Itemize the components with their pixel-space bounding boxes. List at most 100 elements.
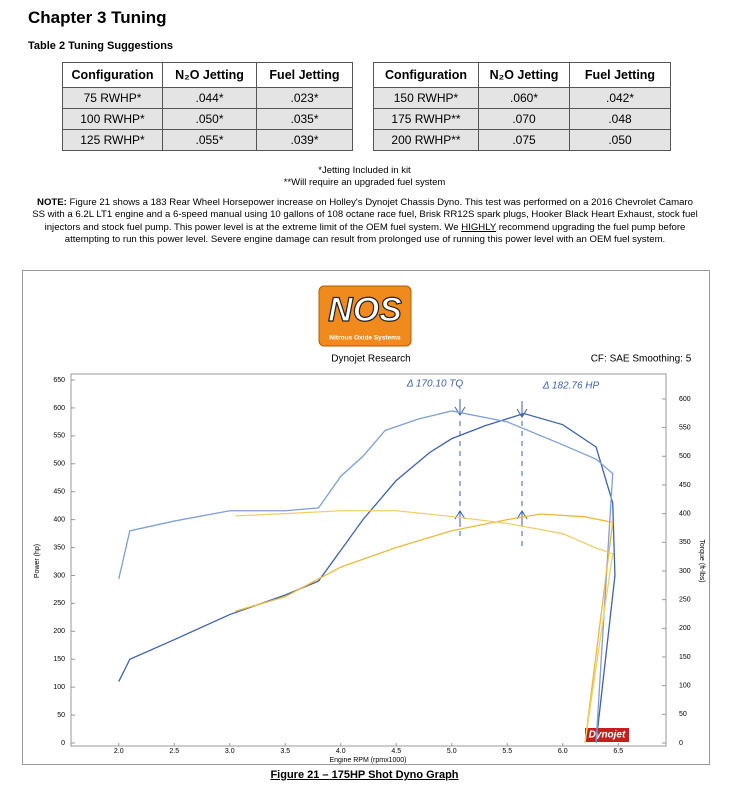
annotation: Δ 182.76 HP bbox=[542, 381, 600, 392]
y-tick-label: 150 bbox=[53, 656, 65, 663]
gap bbox=[352, 129, 374, 151]
y-tick-label: 300 bbox=[53, 572, 65, 579]
logo-subtext: Nitrous Oxide Systems bbox=[329, 335, 401, 342]
x-tick-label: 4.5 bbox=[391, 748, 401, 755]
cell: 125 RWHP* bbox=[62, 129, 163, 151]
chart-subtitle: CF: SAE Smoothing: 5 bbox=[591, 354, 692, 365]
x-tick-label: 5.0 bbox=[447, 748, 457, 755]
series-line bbox=[235, 513, 614, 744]
x-axis-title: Engine RPM (rpmx1000) bbox=[329, 757, 406, 764]
y-tick-label: 550 bbox=[53, 433, 65, 440]
y2-tick-label: 250 bbox=[679, 596, 691, 603]
cell: 200 RWHP** bbox=[373, 129, 479, 151]
y2-tick-label: 150 bbox=[679, 654, 691, 661]
y2-tick-label: 0 bbox=[679, 740, 683, 747]
cell: .035* bbox=[256, 108, 353, 130]
annotation-marks bbox=[459, 421, 523, 549]
cell: .070 bbox=[478, 108, 570, 130]
y-tick-label: 250 bbox=[53, 600, 65, 607]
y-tick-label: 450 bbox=[53, 489, 65, 496]
y2-tick-label: 400 bbox=[679, 510, 691, 517]
cell: .044* bbox=[162, 87, 257, 109]
note-label: NOTE: bbox=[37, 197, 67, 208]
table-row: 75 RWHP* .044* .023* 150 RWHP* .060* .042* bbox=[62, 87, 671, 109]
header-cell: Configuration bbox=[373, 62, 479, 88]
y2-tick-label: 350 bbox=[679, 539, 691, 546]
arrow bbox=[516, 510, 528, 527]
note: NOTE: Figure 21 shows a 183 Rear Wheel H… bbox=[30, 197, 700, 247]
cell: .042* bbox=[569, 87, 671, 109]
header-cell: N₂O Jetting bbox=[162, 62, 257, 88]
annotation: Δ 170.10 TQ bbox=[406, 379, 464, 390]
table-row: Configuration N₂O Jetting Fuel Jetting Conf… bbox=[62, 62, 671, 88]
cell: .050* bbox=[162, 108, 257, 130]
table-row: 100 RWHP* .050* .035* 175 RWHP** .070.048 bbox=[62, 108, 671, 130]
header-cell: Fuel Jetting bbox=[256, 62, 353, 88]
y2-tick-label: 200 bbox=[679, 625, 691, 632]
tuning-table: Configuration N₂O Jetting Fuel Jetting Conf… bbox=[62, 62, 671, 151]
y-tick-label: 400 bbox=[53, 516, 65, 523]
y-tick-label: 350 bbox=[53, 544, 65, 551]
cell: 75 RWHP* bbox=[62, 87, 163, 109]
cell: .039* bbox=[256, 129, 353, 151]
y-axis-title: Power (hp) bbox=[34, 544, 41, 578]
y-tick-label: 50 bbox=[57, 712, 65, 719]
logo bbox=[318, 285, 412, 347]
table-row: 125 RWHP* .055* .039* 200 RWHP** .075.050 bbox=[62, 129, 671, 151]
cell: .050 bbox=[569, 129, 671, 151]
cell: .055* bbox=[162, 129, 257, 151]
gap bbox=[352, 87, 374, 109]
x-tick-label: 3.5 bbox=[280, 748, 290, 755]
y2-tick-label: 550 bbox=[679, 424, 691, 431]
cell: 150 RWHP* bbox=[373, 87, 479, 109]
y2-tick-label: 500 bbox=[679, 453, 691, 460]
y-tick-label: 200 bbox=[53, 628, 65, 635]
note-text: Figure 21 shows a 183 Rear Wheel Horsepo… bbox=[32, 197, 698, 233]
note-emphasis: HIGHLY bbox=[461, 221, 497, 233]
y-tick-label: 100 bbox=[53, 684, 65, 691]
x-tick-label: 4.0 bbox=[336, 748, 346, 755]
x-tick-label: 6.5 bbox=[613, 748, 623, 755]
cell: .048 bbox=[569, 108, 671, 130]
x-tick-label: 5.5 bbox=[502, 748, 512, 755]
y2-tick-label: 450 bbox=[679, 482, 691, 489]
y-tick-label: 650 bbox=[53, 377, 65, 384]
table-title: Table 2 Tuning Suggestions bbox=[28, 40, 174, 52]
heading: Chapter 3 Tuning bbox=[28, 8, 167, 27]
caption: Figure 21 – 175HP Shot Dyno Graph bbox=[270, 769, 459, 781]
cell: .075 bbox=[478, 129, 570, 151]
plot-frame bbox=[70, 373, 667, 747]
y-tick-label: 600 bbox=[53, 405, 65, 412]
header-cell: Configuration bbox=[62, 62, 163, 88]
note-text: recommend upgrading the fuel pump before… bbox=[64, 221, 686, 246]
dyno-chart: NOS Nitrous Oxide Systems Dynojet Resear… bbox=[22, 270, 710, 765]
cell: 175 RWHP** bbox=[373, 108, 479, 130]
y2-tick-label: 300 bbox=[679, 568, 691, 575]
series-line bbox=[235, 510, 614, 744]
header-cell: N₂O Jetting bbox=[478, 62, 570, 88]
series-line bbox=[118, 412, 616, 744]
x-tick-label: 3.0 bbox=[225, 748, 235, 755]
y2-tick-label: 50 bbox=[679, 711, 687, 718]
series-line bbox=[118, 410, 614, 744]
y-tick-label: 500 bbox=[53, 461, 65, 468]
arrow bbox=[454, 510, 466, 527]
header-cell: Fuel Jetting bbox=[569, 62, 671, 88]
logo-text: NOS bbox=[328, 291, 402, 329]
cell: 100 RWHP* bbox=[62, 108, 163, 130]
y2-tick-label: 100 bbox=[679, 682, 691, 689]
chart-title: Dynojet Research bbox=[331, 354, 410, 365]
x-tick-label: 2.5 bbox=[169, 748, 179, 755]
footnote: *Jetting Included in kit bbox=[318, 165, 411, 176]
x-tick-label: 2.0 bbox=[114, 748, 124, 755]
badge: Dynojet bbox=[589, 730, 626, 741]
cell: .023* bbox=[256, 87, 353, 109]
y2-axis-title: Torque (ft-lbs) bbox=[698, 539, 705, 582]
footnote: **Will require an upgraded fuel system bbox=[283, 177, 446, 188]
gap bbox=[352, 62, 374, 88]
gap bbox=[352, 108, 374, 130]
cell: .060* bbox=[478, 87, 570, 109]
y-tick-label: 0 bbox=[61, 740, 65, 747]
y2-tick-label: 600 bbox=[679, 396, 691, 403]
